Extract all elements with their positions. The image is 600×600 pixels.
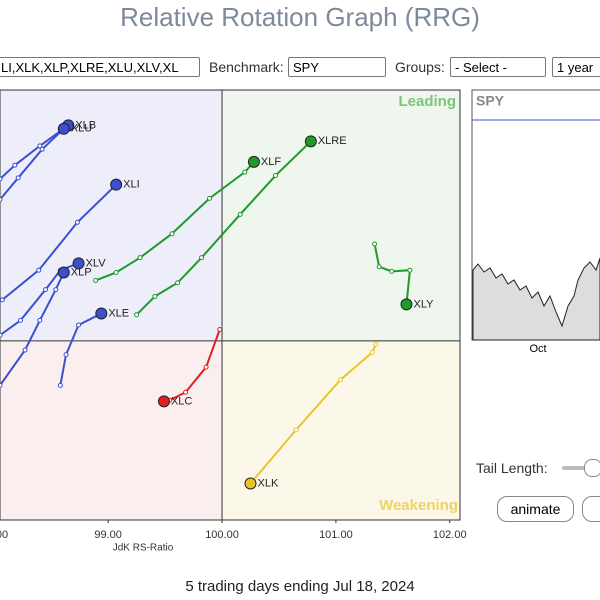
tail-point [57,382,63,388]
head-point [57,266,70,279]
series-label: XLB [75,119,96,131]
tail-point [207,195,213,201]
tail-point [37,143,43,149]
symbols-input[interactable]: LI,XLK,XLP,XLRE,XLU,XLV,XL [0,57,200,77]
series-label: XLF [261,156,281,168]
series-label: XLY [413,298,434,310]
tail-point [273,173,279,179]
tail-point [372,241,378,247]
tail-point [113,269,119,275]
tail-point [0,332,3,338]
tail-point [152,293,158,299]
groups-label: Groups: [395,59,445,75]
series-label: XLP [71,266,92,278]
head-point [57,122,70,135]
tail-line [0,124,69,180]
groups-select[interactable]: - Select - [450,57,546,77]
tail-point [37,317,43,323]
tail-point [53,287,59,293]
tail-point [134,312,140,318]
tail-point [376,264,382,270]
tail-line [59,312,102,386]
tail-point [203,364,209,370]
quadrant-lagging [0,340,223,520]
tail-point [12,162,18,168]
x-tick-label: 100.00 [205,529,239,541]
tail-point [43,287,49,293]
x-axis-label: JdK RS-Ratio [113,543,174,554]
head-point [244,477,257,490]
tail-point [63,352,69,358]
plot-frame [0,89,461,521]
tail-point [217,327,223,333]
head-point [72,257,85,270]
benchmark-x-label: Oct [529,343,546,355]
tail-point [242,169,248,175]
page-title: Relative Rotation Graph (RRG) [120,2,480,32]
animate-button[interactable]: animate [497,496,574,522]
quadrant-weakening [222,340,460,520]
tail-line [0,128,65,201]
series-label: XLRE [318,135,347,147]
series-label: XLI [123,179,140,191]
tail-point [74,219,80,225]
tail-point [15,175,21,181]
series-label: XLE [108,307,129,319]
tail-point [0,196,3,202]
tail-point [137,255,143,261]
benchmark-label: Benchmark: [209,59,284,75]
tail-slider[interactable] [562,466,600,470]
head-point [157,395,170,408]
tail-point [183,389,189,395]
head-point [304,135,317,148]
head-point [110,178,123,191]
series-label: XLV [86,257,107,269]
tail-point [337,377,343,383]
tail-length-label: Tail Length: [476,460,548,476]
tail-point [199,255,205,261]
tail-line [1,183,117,301]
series-label: XLK [257,477,278,489]
tail-point [0,297,5,303]
tail-slider-knob[interactable] [584,459,600,477]
series-label: XLC [171,395,192,407]
tail-point [0,382,3,388]
tail-point [369,349,375,355]
tail-point [93,277,99,283]
tail-point [293,427,299,433]
quadrant-label: Weakening [379,497,458,514]
period-select[interactable]: 1 year [552,57,600,77]
quadrant-label: Leading [398,93,456,110]
tail-point [373,341,379,347]
tail-point [237,211,243,217]
benchmark-price [472,257,600,341]
head-point [95,307,108,320]
benchmark-input[interactable]: SPY [288,57,386,77]
x-tick-label: 99.00 [94,529,122,541]
tail-point [407,267,413,273]
head-point [247,155,260,168]
tail-point [36,267,42,273]
tail-point [175,280,181,286]
tail-point [39,146,45,152]
tail-point [389,268,395,274]
tail-point [22,347,28,353]
quadrant-leading [222,90,460,341]
head-point [400,298,413,311]
tail-point [76,322,82,328]
benchmark-title: SPY [476,93,505,109]
x-tick-label: 98.00 [0,529,8,541]
tail-point [0,176,3,182]
step-button[interactable] [582,496,600,522]
tail-point [169,231,175,237]
footer-text: 5 trading days ending Jul 18, 2024 [185,578,415,595]
series-label: XLU [71,123,92,135]
x-tick-label: 102.00 [433,529,467,541]
tail-point [17,317,23,323]
x-tick-label: 101.00 [319,529,353,541]
